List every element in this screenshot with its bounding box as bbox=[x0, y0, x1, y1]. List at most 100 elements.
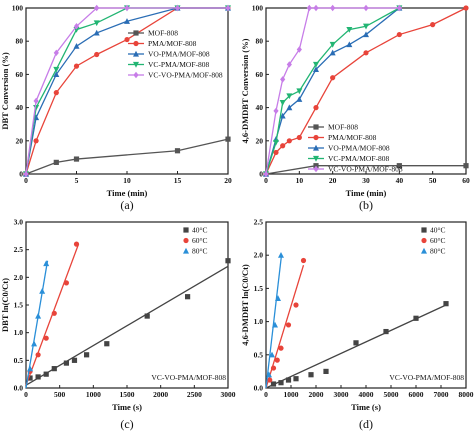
series-line bbox=[25, 7, 228, 175]
y-tick-label: 1.0 bbox=[14, 328, 24, 337]
plot-annotation: VC-VO-PMA/MOF-808 bbox=[389, 373, 464, 382]
legend-marker bbox=[421, 227, 427, 233]
panel-label: (c) bbox=[120, 417, 133, 431]
legend-marker bbox=[313, 124, 319, 130]
legend-label: MOF-808 bbox=[328, 123, 358, 132]
legend-marker bbox=[133, 30, 139, 36]
legend-label: PMA/MOF-808 bbox=[148, 39, 197, 48]
data-point bbox=[463, 163, 469, 169]
data-point bbox=[383, 328, 389, 335]
x-axis-label: Time (min) bbox=[346, 188, 387, 198]
x-tick-label: 1000 bbox=[284, 390, 299, 399]
x-tick-label: 40 bbox=[396, 176, 404, 185]
data-point bbox=[124, 18, 130, 24]
series-VO-PMA/MOF-808 bbox=[23, 4, 231, 177]
legend-marker bbox=[133, 71, 139, 79]
x-tick-label: 6000 bbox=[409, 390, 424, 399]
data-point bbox=[308, 372, 314, 378]
data-point bbox=[225, 4, 231, 12]
x-axis-label: Time (s) bbox=[112, 402, 142, 412]
data-point bbox=[286, 93, 293, 100]
data-point bbox=[33, 105, 40, 111]
data-point bbox=[413, 315, 419, 321]
data-point bbox=[51, 310, 57, 316]
series-60°C bbox=[265, 257, 307, 389]
data-point bbox=[63, 280, 69, 286]
panel-label: (b) bbox=[359, 198, 373, 212]
data-point bbox=[53, 71, 60, 77]
data-point bbox=[430, 22, 436, 28]
legend-label: VO-PMA/MOF-808 bbox=[148, 50, 210, 59]
legend-marker bbox=[421, 247, 427, 254]
x-tick-label: 60 bbox=[462, 176, 470, 185]
legend-marker bbox=[313, 165, 319, 173]
data-point bbox=[296, 88, 303, 95]
data-point bbox=[63, 360, 69, 366]
legend: 40°C60°C 80°C bbox=[183, 226, 208, 256]
x-tick-label: 20 bbox=[329, 176, 337, 185]
legend-label: PMA/MOF-808 bbox=[328, 133, 377, 142]
legend-label: 80°C bbox=[192, 247, 208, 256]
y-tick-label: 2.5 bbox=[14, 245, 24, 254]
series-80°C bbox=[25, 260, 50, 389]
data-point bbox=[300, 257, 307, 264]
series-line bbox=[265, 7, 400, 175]
data-point bbox=[279, 112, 286, 119]
data-point bbox=[274, 357, 280, 363]
x-tick-label: 3000 bbox=[221, 390, 236, 399]
chart-panel-c: 0 500 1000 1500 2000 2500 3000 0.0 0.5 1.0 1.5 2.0 2… bbox=[0, 218, 236, 432]
x-tick-label: 3000 bbox=[334, 390, 349, 399]
data-point bbox=[93, 20, 100, 27]
x-tick-label: 0 bbox=[24, 390, 28, 399]
data-point bbox=[293, 302, 299, 308]
data-point bbox=[363, 31, 369, 38]
y-tick-label: 2.0 bbox=[14, 273, 24, 282]
legend-marker bbox=[421, 237, 427, 244]
legend-label: 80°C bbox=[430, 247, 446, 256]
data-point bbox=[346, 26, 353, 33]
legend-label: VC-VO-PMA/MOF-808 bbox=[148, 71, 223, 80]
data-point bbox=[53, 66, 60, 73]
data-point bbox=[144, 313, 150, 319]
data-point bbox=[53, 49, 59, 57]
y-tick-label: 0.0 bbox=[254, 384, 264, 393]
data-point bbox=[31, 340, 38, 347]
chart-panel-b: 0 10 20 30 40 50 60 0 20 40 60 80 100 Time (min) 4,6-D… bbox=[240, 4, 470, 213]
series-line bbox=[265, 7, 400, 175]
data-point bbox=[73, 241, 80, 247]
data-point bbox=[279, 100, 286, 106]
data-point bbox=[329, 49, 336, 56]
legend-marker bbox=[183, 237, 189, 244]
x-tick-label: 8000 bbox=[459, 390, 474, 399]
data-point bbox=[363, 4, 369, 12]
data-point bbox=[71, 357, 78, 363]
data-point bbox=[346, 41, 353, 48]
legend-label: MOF-808 bbox=[148, 29, 178, 38]
legend-marker bbox=[133, 40, 139, 47]
panel-label: (d) bbox=[359, 417, 373, 431]
y-tick-label: 60 bbox=[16, 70, 24, 79]
series-line bbox=[25, 7, 228, 175]
data-point bbox=[280, 143, 286, 149]
series-MOF-808 bbox=[23, 136, 231, 177]
series-line bbox=[265, 165, 466, 175]
x-tick-label: 2000 bbox=[153, 390, 168, 399]
chart-panel-d: 0 1000 2000 3000 4000 5000 6000 7000 8000 0.0 0.5 1… bbox=[240, 218, 474, 432]
data-point bbox=[35, 374, 41, 380]
data-point bbox=[53, 159, 59, 165]
y-tick-label: 0.5 bbox=[254, 350, 264, 359]
data-point bbox=[94, 51, 100, 58]
x-tick-label: 5 bbox=[75, 176, 79, 185]
x-tick-label: 10 bbox=[296, 176, 304, 185]
data-point bbox=[73, 42, 80, 49]
x-tick-label: 2500 bbox=[187, 390, 202, 399]
x-tick-label: 1500 bbox=[120, 390, 135, 399]
y-tick-label: 20 bbox=[256, 136, 264, 145]
series-60°C bbox=[25, 241, 80, 386]
data-point bbox=[286, 138, 292, 144]
data-point bbox=[278, 380, 284, 386]
legend-label: 60°C bbox=[430, 236, 446, 245]
x-tick-label: 50 bbox=[429, 176, 437, 185]
data-point bbox=[266, 371, 272, 378]
